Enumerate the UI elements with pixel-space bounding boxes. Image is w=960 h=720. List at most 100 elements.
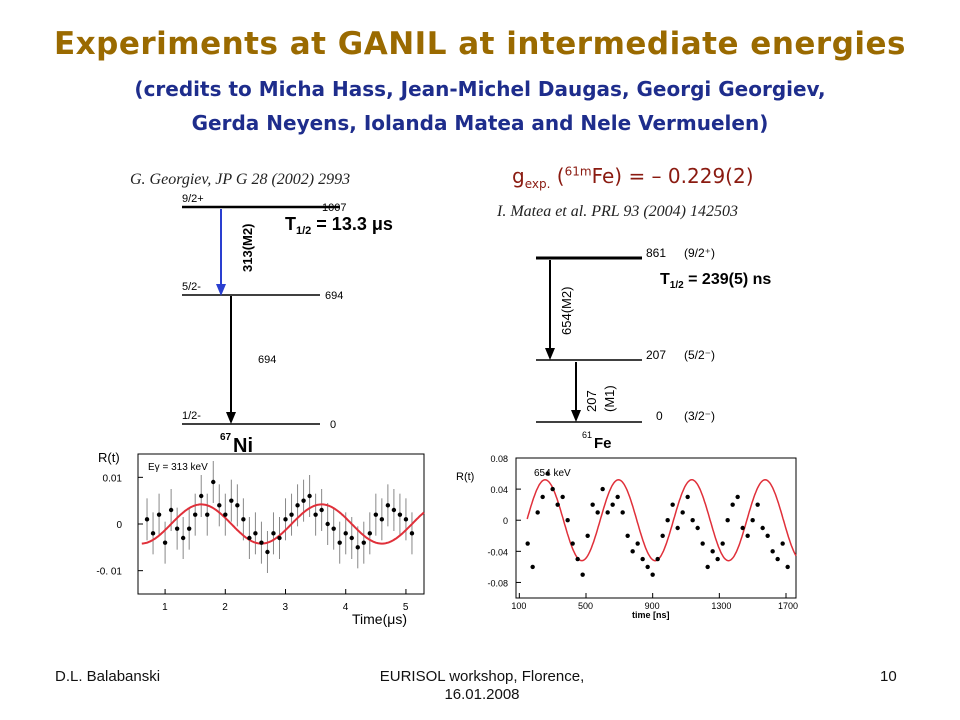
- data-point: [301, 498, 306, 503]
- reference-matea: I. Matea et al. PRL 93 (2004) 142503: [497, 203, 739, 220]
- plot-67ni-ticks: 1 2 3 4 5 0.01 0 -0. 01: [96, 473, 409, 613]
- credits: (credits to Micha Hass, Jean-Michel Daug…: [40, 72, 920, 140]
- data-point: [545, 471, 550, 476]
- data-point: [755, 502, 760, 507]
- nucleus-mass-67: 67: [220, 432, 232, 443]
- data-point: [259, 540, 264, 545]
- label-654-m2: 654(M2): [559, 287, 574, 335]
- g-isotope: 61m: [564, 164, 592, 179]
- plot-61fe-ylabel: R(t): [456, 471, 474, 483]
- credits-line-2: Gerda Neyens, Iolanda Matea and Nele Ver…: [191, 111, 769, 135]
- spin-5-2: 5/2-: [182, 281, 201, 293]
- x-tick-label: 2: [222, 602, 228, 613]
- level-scheme-61fe: 861 207 0 (9/2⁺) (5/2⁻) (3/2⁻) 654(M2) 2…: [536, 246, 771, 450]
- plot-67ni-annotation: Eγ = 313 keV: [148, 462, 208, 473]
- data-point: [765, 533, 770, 538]
- data-point: [535, 510, 540, 515]
- nucleus-mass-61: 61: [582, 430, 592, 440]
- x-tick-label: 900: [645, 601, 660, 611]
- data-point: [162, 540, 168, 545]
- data-point: [565, 518, 570, 523]
- x-tick-label: 100: [511, 601, 526, 611]
- data-point: [211, 479, 216, 485]
- data-point: [580, 572, 585, 577]
- data-point: [675, 525, 680, 531]
- y-tick-label: -0.04: [487, 547, 508, 557]
- data-point: [660, 533, 665, 538]
- data-point: [156, 512, 162, 517]
- data-point: [180, 535, 186, 541]
- data-point: [540, 494, 545, 500]
- data-point: [223, 512, 228, 517]
- half-life-fe: T1/2 = 239(5) ns: [660, 271, 771, 291]
- data-point: [730, 502, 735, 507]
- x-tick-label: 3: [283, 602, 289, 613]
- x-tick-label: 1: [162, 602, 168, 613]
- data-point: [253, 531, 258, 536]
- y-tick-label: 0: [503, 516, 508, 526]
- footer-event-line-1: EURISOL workshop, Florence,: [379, 668, 585, 685]
- fe-transition-207-arrowhead: [571, 410, 581, 422]
- plot-67ni-fit-curve: [141, 503, 425, 545]
- data-point: [685, 494, 690, 500]
- data-point: [391, 507, 397, 513]
- plot-67ni: 1 2 3 4 5 0.01 0 -0. 01 R(t) Eγ = 313 keV Time(…: [96, 450, 425, 627]
- data-point: [550, 486, 555, 492]
- data-point: [655, 556, 660, 562]
- data-point: [217, 503, 222, 508]
- data-point: [690, 518, 695, 523]
- data-point: [385, 503, 391, 508]
- transition-694-arrowhead: [226, 412, 236, 424]
- half-life-fe-t: T: [660, 271, 670, 288]
- data-point: [277, 535, 282, 541]
- data-point: [785, 564, 790, 570]
- plot-61fe-xlabel: time [ns]: [632, 610, 670, 620]
- data-point: [555, 502, 560, 507]
- data-point: [199, 493, 204, 499]
- plot-61fe-annotation: 654 keV: [534, 468, 571, 479]
- data-point: [247, 535, 252, 541]
- g-factor-result: gexp. (61mFe) = – 0.229(2): [512, 164, 754, 191]
- plot-67ni-ylabel: R(t): [98, 450, 120, 465]
- half-life-ni: T1/2 = 13.3 μs: [285, 214, 393, 237]
- half-life-fe-value: = 239(5) ns: [684, 271, 772, 288]
- energy-0: 0: [330, 419, 336, 431]
- energy-694: 694: [325, 290, 343, 302]
- data-point: [349, 535, 354, 541]
- data-point: [720, 541, 725, 546]
- fe-transition-654-arrowhead: [545, 348, 555, 360]
- plot-61fe-points: [525, 471, 790, 577]
- footer-author: D.L. Balabanski: [55, 668, 161, 685]
- data-point: [770, 549, 775, 554]
- data-point: [725, 518, 730, 523]
- half-life-ni-value: = 13.3 μs: [311, 214, 393, 234]
- half-life-ni-sub: 1/2: [296, 225, 311, 237]
- data-point: [740, 525, 745, 531]
- data-point: [319, 507, 324, 513]
- data-point: [750, 518, 755, 523]
- reference-georgiev: G. Georgiev, JP G 28 (2002) 2993: [130, 171, 351, 188]
- data-point: [745, 533, 750, 538]
- data-point: [605, 510, 610, 515]
- fe-energy-861: 861: [646, 246, 666, 260]
- data-point: [640, 556, 645, 562]
- data-point: [635, 541, 640, 546]
- g-symbol: g: [512, 164, 525, 188]
- g-open: (: [550, 164, 565, 188]
- plot-61fe: 100 500 900 1300 1700 0.08 0.04 0 -0.04 -0.08 R(t…: [450, 448, 800, 626]
- data-point: [735, 494, 740, 500]
- data-point: [174, 526, 180, 531]
- half-life-fe-sub: 1/2: [670, 280, 684, 291]
- fe-energy-0: 0: [656, 409, 663, 423]
- data-point: [680, 510, 685, 515]
- data-point: [325, 521, 330, 527]
- nucleus-fe: Fe: [594, 435, 612, 450]
- g-value: Fe) = – 0.229(2): [591, 164, 754, 188]
- nucleus-ni: Ni: [233, 435, 253, 457]
- data-point: [355, 545, 360, 550]
- data-point: [307, 493, 312, 499]
- half-life-ni-t: T: [285, 214, 296, 234]
- y-tick-label: 0: [116, 520, 122, 531]
- g-subscript: exp.: [524, 177, 551, 191]
- plot-67ni-frame: [137, 453, 425, 595]
